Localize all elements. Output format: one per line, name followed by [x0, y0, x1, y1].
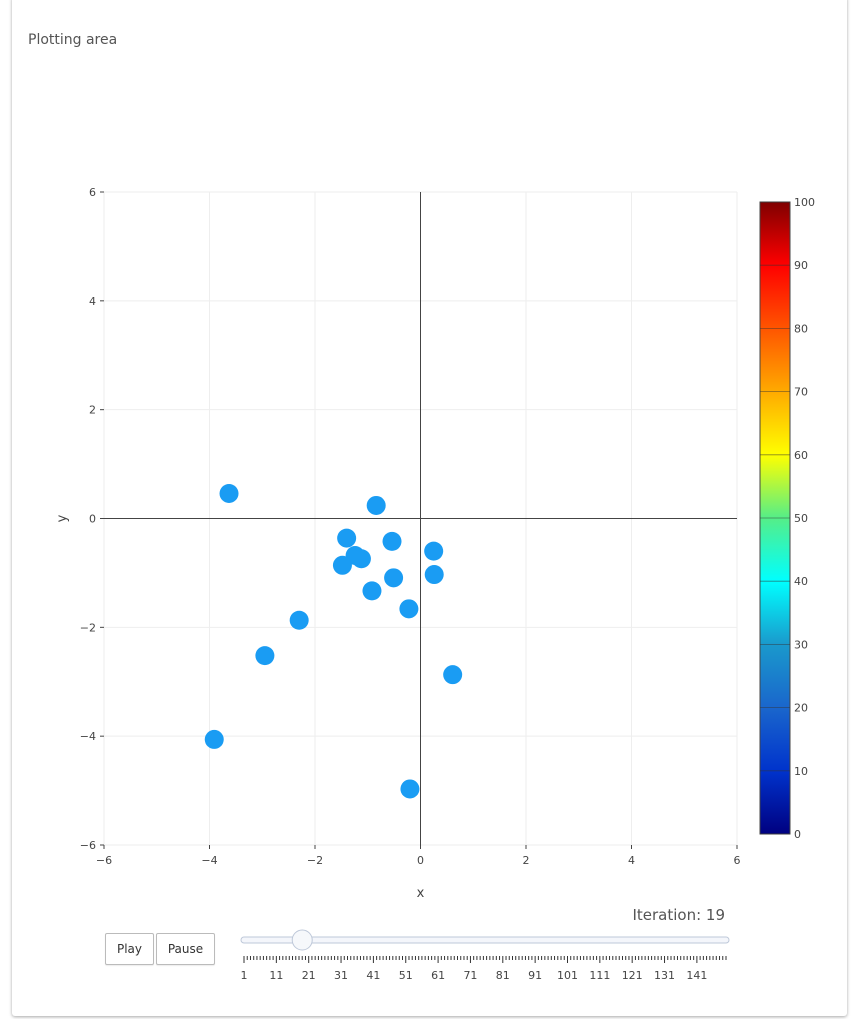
- slider-tick-label: 41: [366, 969, 380, 982]
- colorbar: 0 10 20 30 40 50 60 70 80 90 100: [759, 196, 815, 841]
- colorbar-tick-label: 80: [794, 322, 808, 335]
- panel-title: Plotting area: [28, 32, 118, 48]
- data-point: [219, 483, 239, 503]
- colorbar-tick-label: 60: [794, 449, 808, 462]
- colorbar-tick-label: 20: [794, 702, 808, 715]
- slider-tick-label: 61: [431, 969, 445, 982]
- play-button[interactable]: Play: [105, 933, 154, 965]
- data-point: [351, 549, 371, 569]
- y-tick-label: −4: [80, 730, 96, 743]
- colorbar-tick-label: 50: [794, 512, 808, 525]
- x-tick-label: 0: [417, 854, 424, 867]
- iteration-value: 19: [705, 906, 725, 924]
- data-point: [443, 665, 463, 685]
- data-point: [384, 568, 404, 588]
- x-tick-label: −2: [307, 854, 323, 867]
- slider-tick-label: 31: [334, 969, 348, 982]
- data-point: [289, 610, 309, 630]
- x-tick-label: 6: [734, 854, 741, 867]
- slider-tick-label: 1: [241, 969, 248, 982]
- x-axis-label: x: [417, 886, 425, 901]
- y-tick-label: 0: [89, 513, 96, 526]
- data-point: [424, 565, 444, 585]
- slider-rail: [240, 936, 730, 944]
- slider-tick-label: 91: [528, 969, 542, 982]
- x-tick-label: 2: [523, 854, 530, 867]
- colorbar-tick-label: 70: [794, 386, 808, 399]
- colorbar-tick-label: 0: [794, 828, 801, 841]
- slider-tick-label: 111: [589, 969, 610, 982]
- axes: −6 −4 −2 0 2 4 6 −6 −4 −2 0 2 4 6 x y: [55, 186, 741, 901]
- x-tick-label: −4: [201, 854, 217, 867]
- slider-tick-label: 81: [496, 969, 510, 982]
- iteration-slider[interactable]: 1 11 21 31 41 51 61 71 81 91 101 111 121 131 141: [240, 929, 730, 982]
- data-point: [366, 495, 386, 515]
- y-tick-label: −6: [80, 839, 96, 852]
- iteration-prefix: Iteration:: [632, 906, 706, 924]
- y-tick-label: 4: [89, 295, 96, 308]
- colorbar-tick-label: 30: [794, 638, 808, 651]
- data-point: [255, 646, 275, 666]
- data-points: [204, 483, 463, 799]
- x-tick-label: −6: [96, 854, 112, 867]
- slider-tick-label: 141: [686, 969, 707, 982]
- y-tick-label: 2: [89, 404, 96, 417]
- data-point: [362, 581, 382, 601]
- slider-tick-label: 11: [269, 969, 283, 982]
- data-point: [400, 779, 420, 799]
- data-point: [424, 541, 444, 561]
- slider-tick-label: 51: [399, 969, 413, 982]
- y-axis-label: y: [55, 514, 70, 522]
- pause-button[interactable]: Pause: [156, 933, 215, 965]
- slider-tick-label: 121: [622, 969, 643, 982]
- data-point: [332, 555, 352, 575]
- data-point: [399, 599, 419, 619]
- y-tick-label: 6: [89, 186, 96, 199]
- colorbar-tick-label: 100: [794, 196, 815, 209]
- y-tick-label: −2: [80, 621, 96, 634]
- colorbar-tick-label: 10: [794, 765, 808, 778]
- data-point: [382, 531, 402, 551]
- slider-tick-label: 71: [463, 969, 477, 982]
- colorbar-tick-label: 90: [794, 259, 808, 272]
- slider-tick-label: 131: [654, 969, 675, 982]
- iteration-readout: Iteration: 19: [632, 906, 725, 924]
- plot-panel: [12, 0, 847, 1016]
- x-tick-label: 4: [628, 854, 635, 867]
- data-point: [204, 729, 224, 749]
- slider-tick-label: 101: [557, 969, 578, 982]
- slider-handle[interactable]: [291, 929, 313, 951]
- colorbar-tick-label: 40: [794, 575, 808, 588]
- slider-tick-label: 21: [302, 969, 316, 982]
- data-point: [337, 528, 357, 548]
